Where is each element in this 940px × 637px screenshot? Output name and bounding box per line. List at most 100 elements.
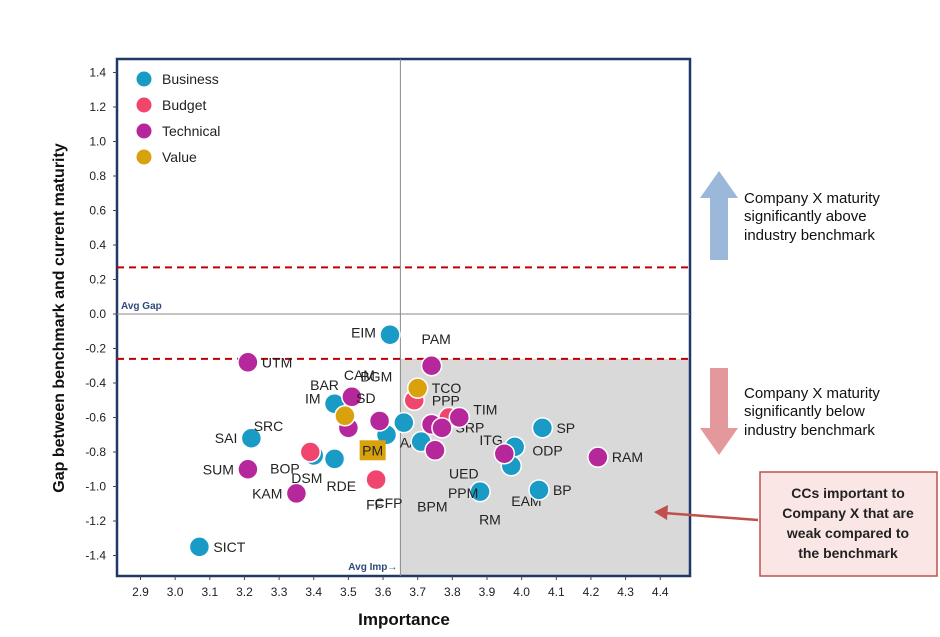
y-tick-label: 0.4 <box>89 238 106 252</box>
data-point <box>393 411 415 434</box>
data-point <box>341 386 363 408</box>
x-tick-label: 3.3 <box>271 585 288 599</box>
data-point <box>528 479 550 501</box>
data-point <box>469 480 491 503</box>
data-point <box>299 441 322 463</box>
data-point <box>424 439 446 462</box>
point-label: TCO <box>432 380 462 396</box>
point-label: FF <box>366 497 383 513</box>
point-label: BGM <box>360 368 392 384</box>
point-label: BAR <box>310 377 339 393</box>
y-tick-label: -1.4 <box>85 549 106 563</box>
point-label: SUM <box>203 461 234 477</box>
data-point <box>334 405 356 427</box>
above-note-line-1: Company X maturity <box>744 190 880 207</box>
data-point <box>237 458 259 480</box>
y-tick-label: -1.2 <box>85 514 106 528</box>
data-point <box>188 536 211 558</box>
point-label: RDE <box>327 478 357 494</box>
point-label: SRC <box>254 418 284 434</box>
x-tick-label: 3.7 <box>409 585 426 599</box>
point-label: PPM <box>448 485 478 501</box>
point-label: PPP <box>432 393 460 409</box>
callout-line-2: Company X that are <box>782 505 914 521</box>
point-label: PM <box>362 442 383 458</box>
x-tick-label: 4.4 <box>652 585 669 599</box>
legend-marker <box>135 122 153 140</box>
legend-marker <box>135 70 153 88</box>
y-tick-label: -0.2 <box>85 342 106 356</box>
callout-line-4: the benchmark <box>798 545 898 561</box>
point-label: IM <box>305 391 321 407</box>
point-label: BPM <box>417 499 447 515</box>
data-point <box>240 427 263 449</box>
down-arrow-icon <box>700 368 738 455</box>
x-tick-label: 3.5 <box>340 585 357 599</box>
x-tick-label: 3.1 <box>201 585 218 599</box>
x-tick-label: 3.2 <box>236 585 253 599</box>
below-note-line-2: significantly below <box>744 403 865 420</box>
x-tick-label: 3.9 <box>479 585 496 599</box>
data-point <box>406 377 429 399</box>
point-label: ITG <box>479 432 502 448</box>
x-tick-label: 4.2 <box>583 585 600 599</box>
legend: Business Budget Technical Value <box>135 70 220 166</box>
point-label: ODP <box>532 443 562 459</box>
point-label: TIM <box>473 402 497 418</box>
above-note-line-3: industry benchmark <box>744 227 875 244</box>
legend-marker <box>135 96 153 114</box>
data-point <box>431 417 453 439</box>
data-point <box>237 351 259 374</box>
x-tick-label: 3.4 <box>305 585 322 599</box>
point-label: BP <box>553 482 572 498</box>
data-point <box>493 442 516 465</box>
y-tick-label: 0.6 <box>89 204 106 218</box>
data-point <box>368 410 391 432</box>
y-tick-label: -0.4 <box>85 376 106 390</box>
y-tick-label: 1.0 <box>89 135 106 149</box>
callout-line-1: CCs important to <box>791 485 905 501</box>
data-point <box>365 468 387 491</box>
avg-imp-label: Avg Imp→ <box>348 562 397 573</box>
x-axis-label: Importance <box>358 610 450 629</box>
point-label: BOP <box>270 460 300 476</box>
point-label: RAM <box>612 449 643 465</box>
below-note-line-1: Company X maturity <box>744 385 880 402</box>
below-note-line-3: industry benchmark <box>744 422 875 439</box>
callout-line-3: weak compared to <box>786 525 909 541</box>
y-tick-label: 1.4 <box>89 66 106 80</box>
data-point <box>531 417 554 439</box>
above-note-line-2: significantly above <box>744 208 867 225</box>
y-axis-label: Gap between benchmark and current maturi… <box>51 143 68 493</box>
point-label: KAM <box>252 485 282 501</box>
legend-label: Budget <box>162 97 206 113</box>
point-label: SAI <box>215 430 238 446</box>
x-tick-label: 4.3 <box>617 585 634 599</box>
y-tick-label: 0.8 <box>89 169 106 183</box>
x-tick-label: 3.6 <box>375 585 392 599</box>
x-tick-label: 4.1 <box>548 585 565 599</box>
point-label: RM <box>479 512 501 528</box>
point-label: CFP <box>375 495 403 511</box>
weak-important-quadrant <box>400 358 690 576</box>
up-arrow-icon <box>700 171 738 260</box>
y-tick-label: -1.0 <box>85 480 106 494</box>
point-label: SD <box>356 390 375 406</box>
callout-box <box>759 471 938 577</box>
y-tick-label: 0.0 <box>89 307 106 321</box>
y-tick-label: 1.2 <box>89 100 106 114</box>
data-point <box>448 406 471 429</box>
point-label: CAM <box>344 367 375 383</box>
x-tick-label: 3.0 <box>167 585 184 599</box>
data-point <box>323 448 346 470</box>
point-label: SP <box>556 420 575 436</box>
data-point <box>379 323 401 346</box>
y-tick-label: -0.8 <box>85 445 106 459</box>
x-tick-label: 3.8 <box>444 585 461 599</box>
point-label: SICT <box>213 539 245 555</box>
point-label: PAM <box>422 331 451 347</box>
callout-arrow-icon <box>654 505 668 520</box>
legend-label: Value <box>162 149 197 165</box>
point-label: UED <box>449 465 479 481</box>
avg-gap-label: Avg Gap <box>121 301 162 312</box>
